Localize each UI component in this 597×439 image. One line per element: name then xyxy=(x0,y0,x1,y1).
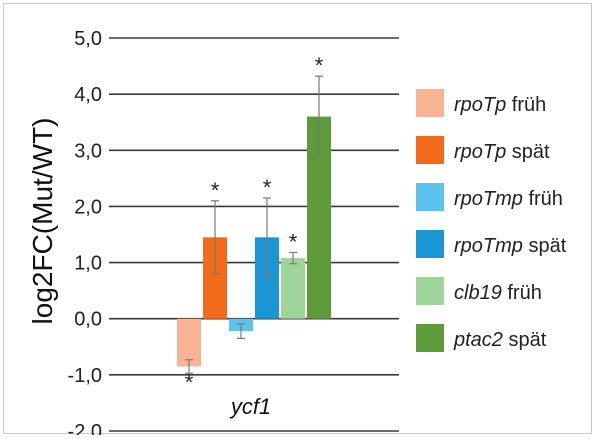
x-axis-label: ycf1 xyxy=(229,394,271,419)
legend-swatch xyxy=(416,277,444,305)
legend-gene-name: rpoTmp xyxy=(454,235,523,257)
legend-timepoint: spät xyxy=(506,141,550,163)
y-tick-label: 1,0 xyxy=(74,253,102,275)
significance-star: * xyxy=(263,175,272,200)
legend-swatch xyxy=(416,89,444,117)
bar-chart: 5,0 4,0 3,0 2,0 1,0 0,0 -1,0 -2,0 log2FC(Mut/WT… xyxy=(27,28,567,435)
significance-star: * xyxy=(289,229,298,254)
legend-timepoint: früh xyxy=(506,94,546,116)
bar xyxy=(177,318,201,367)
significance-star: * xyxy=(185,370,194,395)
y-tick-label: 4,0 xyxy=(74,84,102,106)
legend-entry: rpoTp früh xyxy=(454,94,546,116)
y-tick-label: -1,0 xyxy=(68,365,102,387)
y-axis-label: log2FC(Mut/WT) xyxy=(27,118,58,325)
bar xyxy=(281,258,305,319)
legend-timepoint: spät xyxy=(523,235,567,257)
legend-entry: ptac2 spät xyxy=(453,329,547,351)
legend-timepoint: früh xyxy=(502,282,542,304)
legend-gene-name: ptac2 xyxy=(453,329,503,351)
legend-entry: clb19 früh xyxy=(454,282,542,304)
legend-swatch xyxy=(416,136,444,164)
legend-gene-name: clb19 xyxy=(454,282,502,304)
y-tick-label: 2,0 xyxy=(74,196,102,218)
y-tick-label: -2,0 xyxy=(68,421,102,435)
legend-gene-name: rpoTp xyxy=(454,94,506,116)
significance-star: * xyxy=(211,178,220,203)
legend-gene-name: rpoTp xyxy=(454,141,506,163)
y-tick-label: 5,0 xyxy=(74,28,102,50)
legend-timepoint: spät xyxy=(503,329,547,351)
legend-timepoint: früh xyxy=(523,188,563,210)
y-tick-label: 0,0 xyxy=(74,309,102,331)
legend-swatch xyxy=(416,230,444,258)
legend-entry: rpoTp spät xyxy=(454,141,550,163)
chart-frame: 5,0 4,0 3,0 2,0 1,0 0,0 -1,0 -2,0 log2FC(Mut/WT… xyxy=(3,3,592,435)
legend-entry: rpoTmp spät xyxy=(454,235,567,257)
legend-gene-name: rpoTmp xyxy=(454,188,523,210)
legend-entry: rpoTmp früh xyxy=(454,188,563,210)
significance-star: * xyxy=(315,53,324,78)
legend-swatch xyxy=(416,183,444,211)
legend-swatch xyxy=(416,324,444,352)
y-tick-label: 3,0 xyxy=(74,140,102,162)
